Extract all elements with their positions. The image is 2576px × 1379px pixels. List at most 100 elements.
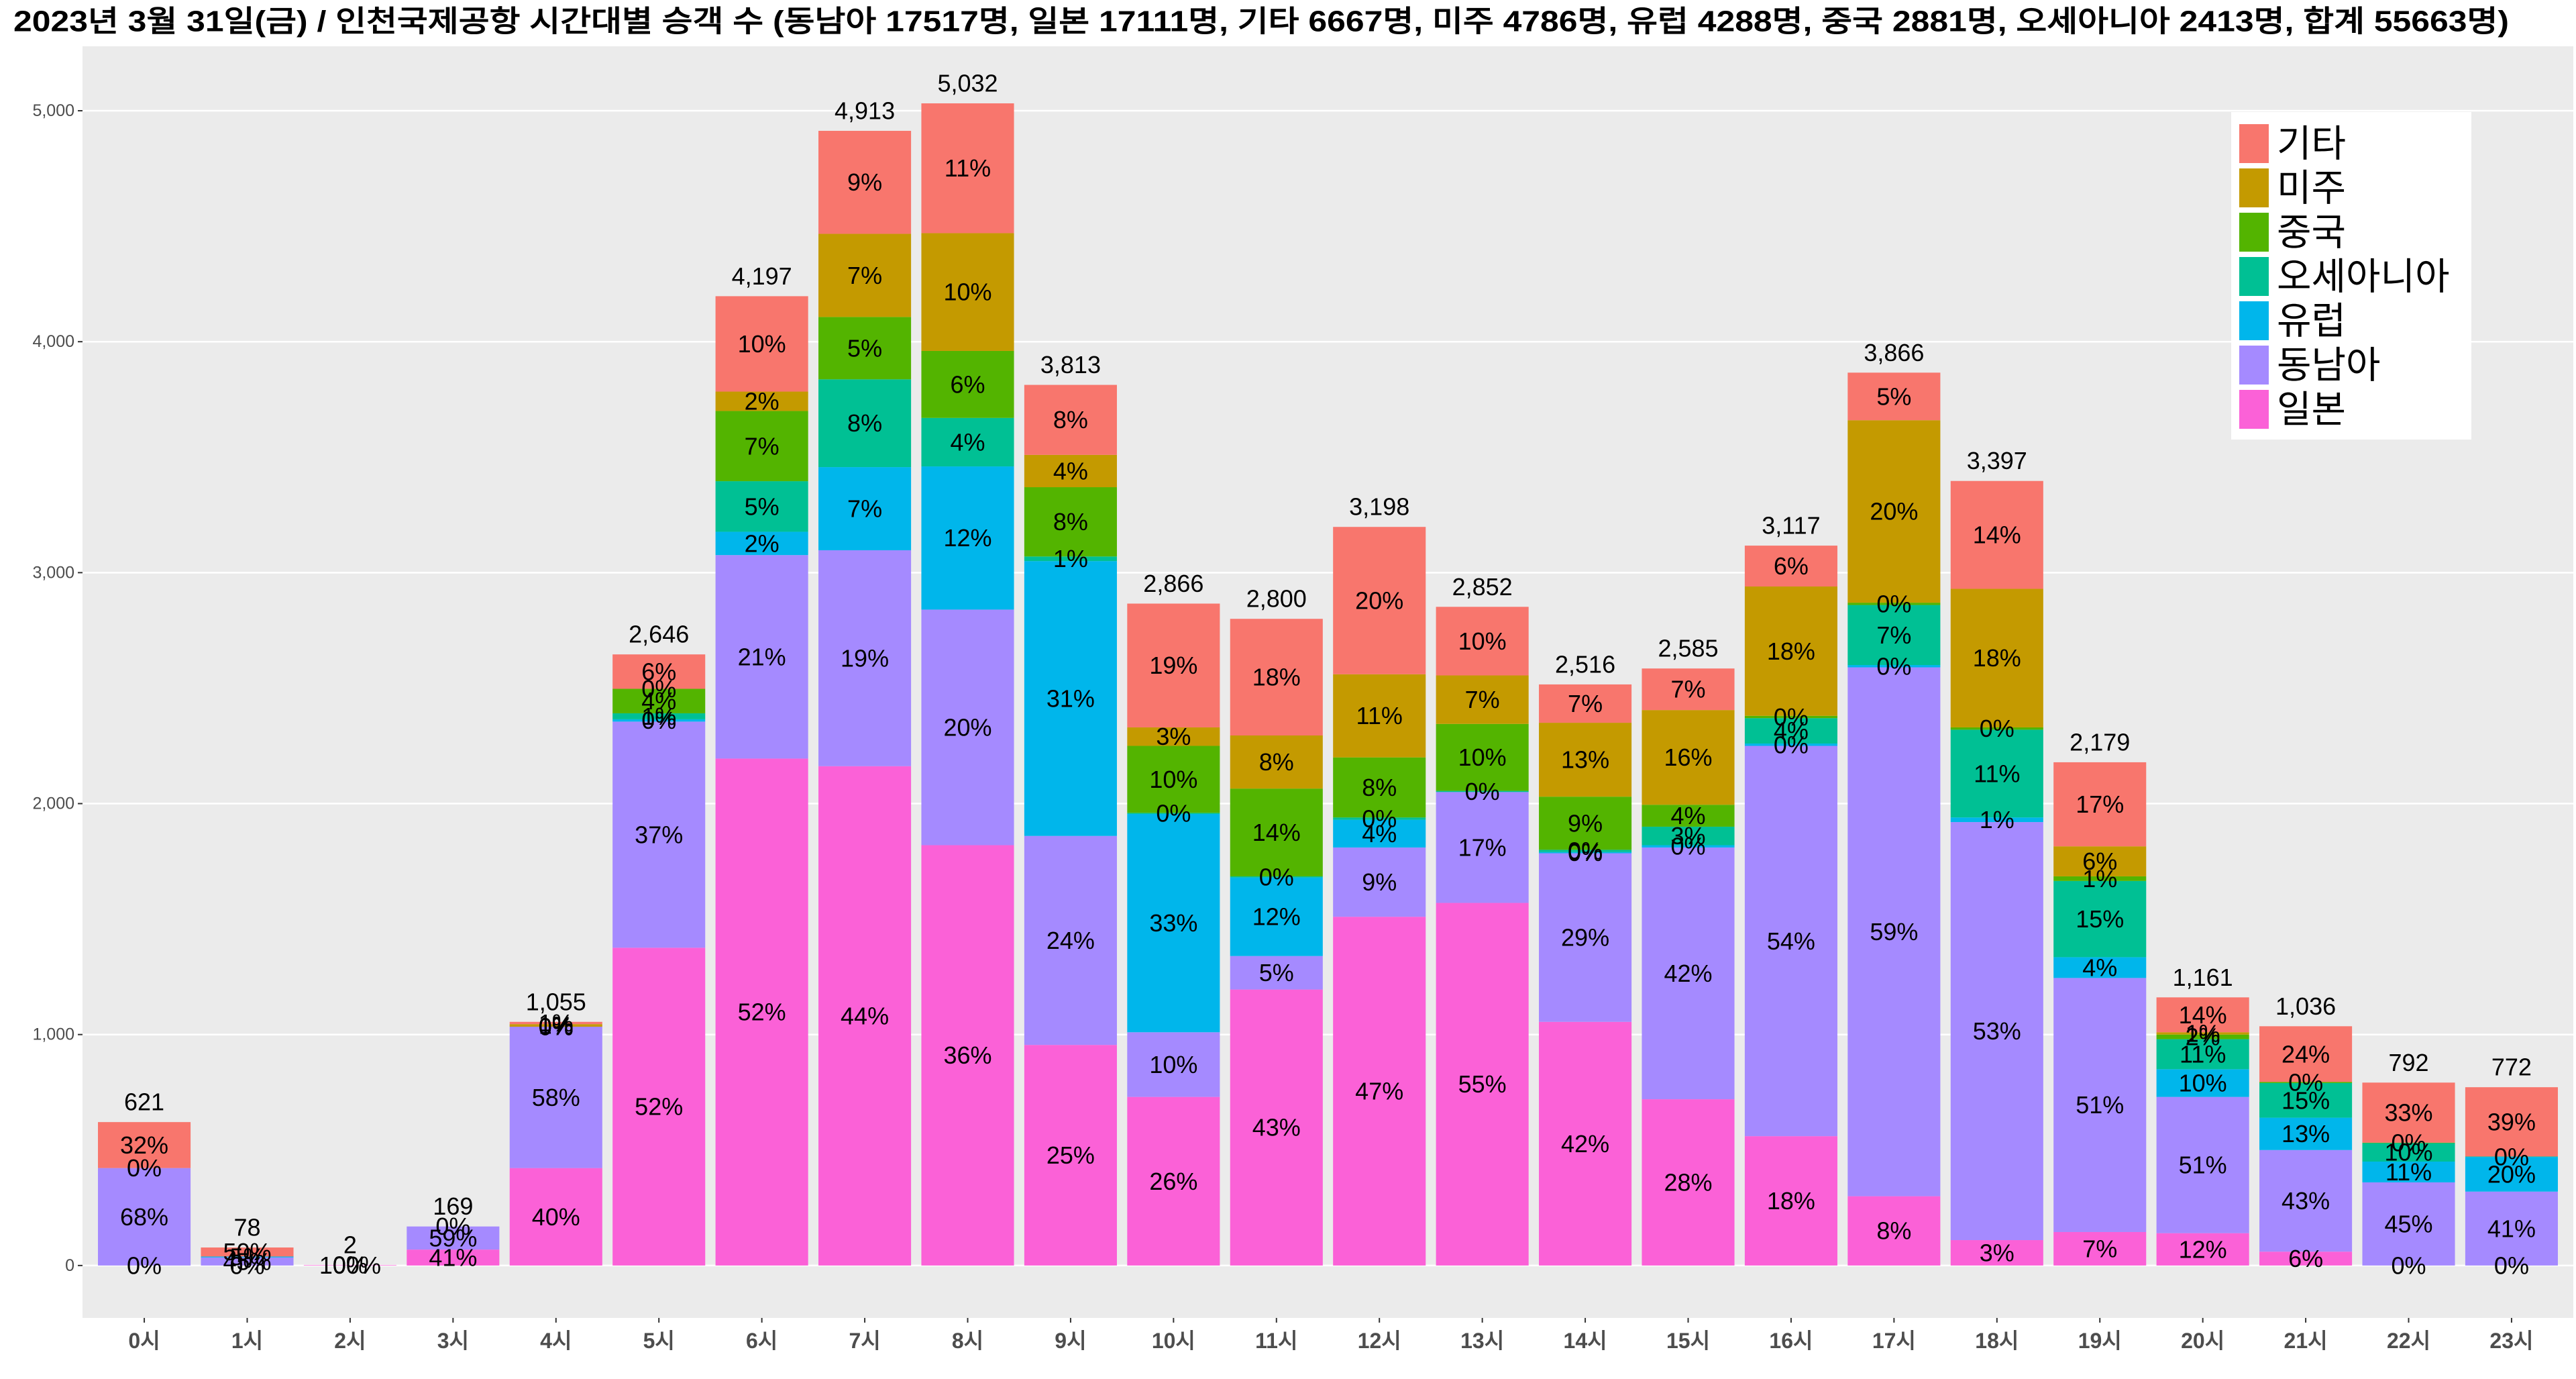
segment-label: 8%: [1053, 508, 1088, 535]
segment-label: 59%: [1870, 918, 1918, 946]
bar-segment: [509, 1168, 602, 1266]
x-tick-label: 1시: [231, 1329, 263, 1353]
segment-label: 28%: [1664, 1168, 1712, 1196]
bar-segment: [2465, 1191, 2558, 1266]
segment-label: 3%: [1980, 1239, 2015, 1266]
segment-label: 12%: [943, 524, 991, 552]
bar-segment: [1127, 603, 1220, 727]
bar-segment: [1024, 385, 1117, 455]
segment-label: 20%: [1355, 587, 1403, 615]
segment-label: 10%: [2179, 1069, 2227, 1096]
segment-label: 16%: [1664, 744, 1712, 771]
bar-segment: [715, 481, 808, 532]
bar-segment: [1744, 718, 1837, 744]
bar-segment: [1642, 1099, 1735, 1266]
segment-label: 6%: [1774, 552, 1809, 580]
segment-label: 7%: [1465, 686, 1500, 713]
bar-segment: [2156, 1034, 2249, 1039]
segment-label: 4%: [1053, 457, 1088, 484]
segment-label: 0%: [2494, 1252, 2529, 1279]
x-tick-label: 18시: [1975, 1329, 2019, 1353]
bar-segment: [612, 721, 706, 948]
bar-segment: [1539, 684, 1632, 723]
x-tick-label: 22시: [2387, 1329, 2430, 1353]
bar-segment: [715, 391, 808, 411]
total-label: 2,585: [1658, 635, 1718, 662]
bar-segment: [1539, 850, 1632, 852]
bar-segment: [1436, 607, 1529, 676]
x-tick-label: 21시: [2284, 1329, 2328, 1353]
bar-segment: [818, 379, 912, 468]
legend-label: 중국: [2277, 211, 2346, 254]
segment-label: 10%: [943, 278, 991, 306]
segment-label: 0%: [539, 1013, 574, 1041]
segment-label: 7%: [847, 495, 882, 523]
legend-label: 기타: [2277, 123, 2346, 165]
segment-label: 0%: [1876, 652, 1911, 680]
bar-segment: [1950, 817, 2043, 823]
total-label: 2,646: [629, 621, 689, 648]
segment-label: 52%: [635, 1093, 683, 1121]
segment-label: 4%: [2082, 954, 2117, 981]
bar-segment: [1539, 852, 1632, 854]
bar-segment: [2362, 1143, 2455, 1162]
bar-segment: [2053, 957, 2147, 978]
total-label: 2,179: [2070, 728, 2130, 756]
segment-label: 0%: [127, 1252, 162, 1279]
segment-label: 51%: [2076, 1091, 2124, 1119]
segment-label: 5%: [1259, 959, 1294, 986]
bar-segment: [1436, 723, 1529, 791]
segment-label: 5%: [847, 334, 882, 362]
segment-label: 4%: [950, 428, 985, 456]
bar-segment: [1744, 1136, 1837, 1266]
total-label: 2,852: [1452, 573, 1513, 601]
bar-segment: [1024, 561, 1117, 836]
segment-label: 1%: [539, 1012, 574, 1039]
segment-label: 18%: [1252, 664, 1301, 691]
total-label: 2,866: [1143, 570, 1203, 597]
bar-segment: [2156, 1069, 2249, 1097]
y-tick-label: 3,000: [32, 563, 74, 582]
segment-label: 1%: [1053, 545, 1088, 572]
segment-label: 7%: [745, 432, 780, 460]
segment-label: 0%: [1568, 839, 1603, 866]
segment-label: 40%: [532, 1203, 580, 1231]
total-label: 2,800: [1246, 585, 1307, 613]
segment-label: 26%: [1149, 1168, 1197, 1195]
bar-segment: [921, 233, 1014, 351]
segment-label: 0%: [1259, 863, 1294, 890]
segment-label: 0%: [1568, 837, 1603, 865]
bar-segment: [509, 1024, 602, 1027]
total-label: 1,161: [2173, 964, 2233, 991]
segment-label: 2%: [745, 529, 780, 557]
bar-segment: [1127, 1096, 1220, 1266]
bar-segment: [1847, 667, 1941, 1196]
bar-segment: [2156, 1032, 2249, 1035]
segment-label: 42%: [1561, 1130, 1609, 1158]
segment-label: 0%: [435, 1213, 470, 1240]
bar-segment: [1950, 480, 2043, 589]
bar-segment: [612, 719, 706, 722]
segment-label: 0%: [1774, 703, 1809, 731]
segment-label: 47%: [1355, 1078, 1403, 1105]
segment-label: 7%: [1670, 676, 1705, 703]
bar-segment: [1744, 744, 1837, 746]
y-tick-label: 4,000: [32, 332, 74, 351]
bar-segment: [715, 758, 808, 1266]
bar-segment: [921, 350, 1014, 418]
y-tick-label: 1,000: [32, 1025, 74, 1044]
bar-segment: [2259, 1150, 2353, 1252]
segment-label: 0%: [2391, 1129, 2426, 1157]
bar-segment: [818, 550, 912, 766]
x-tick-label: 13시: [1460, 1329, 1504, 1353]
total-label: 4,913: [835, 97, 895, 124]
segment-label: 4%: [1670, 802, 1705, 829]
bar-segment: [1950, 589, 2043, 727]
segment-label: 1%: [2186, 1019, 2220, 1047]
segment-label: 4%: [641, 687, 676, 715]
segment-label: 7%: [1568, 690, 1603, 717]
segment-label: 42%: [1664, 960, 1712, 987]
bar-segment: [715, 531, 808, 556]
total-label: 78: [233, 1214, 260, 1241]
